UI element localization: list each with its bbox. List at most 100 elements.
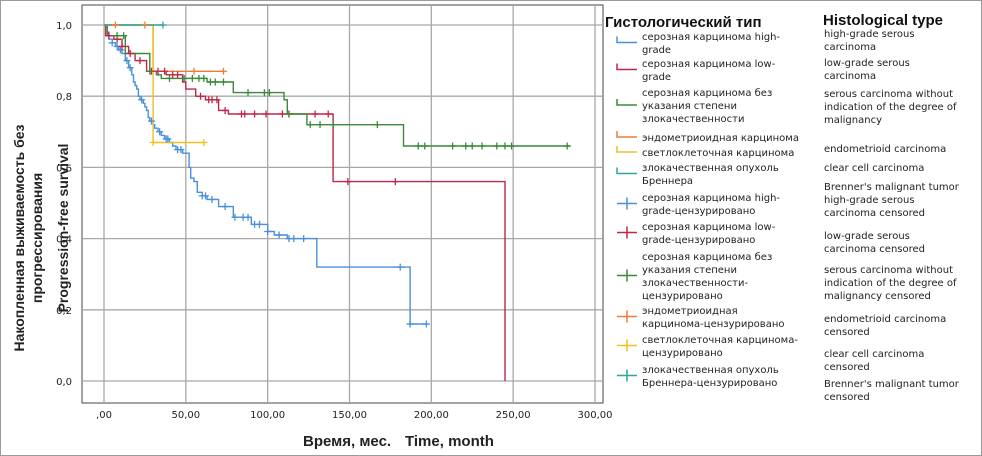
legend-label-en: low-grade serous	[824, 58, 910, 69]
legend-item-11: злокачественная опухоль Бреннера-цензурир…	[617, 365, 960, 403]
legend-label-ru: светлоклеточная карцинома	[642, 148, 794, 159]
x-tick-label: 50,00	[172, 410, 201, 421]
censor-mark-0	[422, 320, 430, 328]
legend-label-ru: эндометриоидная карцинома	[642, 133, 799, 144]
censor-mark-2	[501, 142, 509, 150]
censor-mark-2	[462, 142, 470, 150]
censor-mark-0	[201, 192, 209, 200]
legend-label-ru: grade-цензурировано	[642, 235, 755, 246]
censor-mark-0	[221, 203, 229, 211]
legend-item-9: эндометриоидная карцинома-цензурировано en…	[617, 306, 946, 338]
legend-label-ru: серозная карцинома без	[642, 252, 772, 263]
legend-item-6: серозная карцинома high-grade-цензуриров…	[617, 193, 925, 219]
legend-swatch-line	[616, 63, 637, 71]
tick-labels: ,00 50,00 100,00 150,00 200,00 250,00 300,00 0,…	[56, 21, 612, 421]
legend-label-ru: цензурировано	[642, 348, 723, 359]
legend-label-ru: grade-цензурировано	[642, 206, 755, 217]
legend-label-ru: grade	[642, 45, 671, 56]
censor-mark-1	[391, 178, 399, 186]
censor-mark-3	[219, 67, 227, 75]
censor-mark-0	[208, 195, 216, 203]
legend-title-en: Histological type	[823, 12, 943, 29]
plot-area	[81, 4, 604, 404]
legend-label-en: carcinoma	[824, 42, 876, 53]
legend-item-5: злокачественная опухоль Бреннера Brenner's…	[616, 163, 960, 193]
y-tick-label: 0,4	[56, 235, 72, 246]
censor-mark-0	[177, 146, 185, 154]
y-tick-label: 1,0	[56, 21, 72, 32]
legend-label-ru: цензурировано	[642, 291, 723, 302]
censor-mark-0	[300, 235, 308, 243]
legend-title-ru: Гистологический тип	[605, 14, 762, 31]
legend-label-ru: серозная карцинома без	[642, 88, 772, 99]
y-axis-title-en: Progression-free survival	[55, 144, 71, 313]
censor-mark-4	[149, 138, 157, 146]
censor-mark-1	[105, 32, 113, 40]
series-line-2	[104, 24, 571, 147]
legend-item-10: светлоклеточная карцинома-цензурировано c…	[617, 335, 924, 373]
legend-label-en: serous carcinoma without	[824, 89, 953, 100]
censor-mark-1	[213, 96, 221, 104]
legend-label-en: censored	[824, 392, 870, 403]
censor-mark-0	[255, 220, 263, 228]
legend-label-ru: grade	[642, 72, 671, 83]
censor-mark-3	[190, 67, 198, 75]
censor-mark-2	[188, 74, 196, 82]
legend-label-ru: светлоклеточная карцинома-	[642, 335, 798, 346]
legend-swatch-line	[616, 131, 637, 138]
censor-mark-1	[154, 67, 162, 75]
legend-label-en: endometrioid carcinoma	[824, 144, 946, 155]
legend-label-ru: эндометриоидная	[642, 306, 738, 317]
legend-label-en: carcinoma	[824, 71, 876, 82]
censor-mark-0	[164, 135, 172, 143]
legend-label-en: carcinoma censored	[824, 208, 925, 219]
censor-mark-2	[120, 32, 128, 40]
x-tick-label: 300,00	[578, 410, 613, 421]
censor-mark-0	[138, 96, 146, 104]
legend: Гистологический тип Histological type се…	[605, 12, 960, 403]
legend-swatch-line	[616, 146, 637, 153]
y-tick-label: 0,8	[56, 92, 72, 103]
censor-mark-2	[200, 74, 208, 82]
legend-label-ru: серозная карцинома low-	[642, 222, 776, 233]
legend-swatch-censor	[617, 226, 637, 239]
censor-mark-0	[116, 46, 124, 54]
censor-mark-1	[311, 110, 319, 118]
legend-label-ru: злокачественности	[642, 114, 744, 125]
censor-mark-2	[468, 142, 476, 150]
censor-mark-2	[421, 142, 429, 150]
censor-mark-2	[265, 89, 273, 97]
censor-mark-2	[449, 142, 457, 150]
legend-label-ru: злокачественности-	[642, 278, 748, 289]
x-axis-title: Время, мес. Time, month	[303, 433, 494, 450]
censor-mark-3	[111, 21, 119, 29]
censor-mark-0	[147, 117, 155, 125]
legend-swatch-line	[616, 36, 637, 44]
legend-label-ru: серозная карцинома high-	[642, 32, 780, 43]
legend-label-ru: серозная карцинома low-	[642, 59, 776, 70]
x-tick-label: 150,00	[332, 410, 367, 421]
censor-mark-2	[306, 121, 314, 129]
censor-mark-1	[174, 71, 182, 79]
legend-item-8: серозная карцинома без указания степени зл…	[617, 252, 957, 302]
censor-mark-1	[324, 110, 332, 118]
legend-item-0: серозная карцинома high-grade high-grade …	[616, 29, 915, 56]
legend-label-en: indication of the degree of	[824, 278, 957, 289]
legend-label-ru: злокачественная опухоль	[642, 365, 779, 376]
censor-mark-0	[290, 235, 298, 243]
censor-mark-1	[278, 110, 286, 118]
censor-mark-2	[113, 32, 121, 40]
censor-mark-1	[161, 67, 169, 75]
censor-mark-0	[231, 213, 239, 221]
censor-mark-2	[285, 110, 293, 118]
legend-item-7: серозная карцинома low-grade-цензурирова…	[617, 222, 925, 255]
legend-swatch-censor	[617, 310, 637, 323]
y-axis-title-ru-line2: прогрессирования	[29, 173, 45, 303]
censor-mark-2	[373, 121, 381, 129]
legend-label-en: clear cell carcinoma	[824, 163, 924, 174]
x-tick-label: ,00	[96, 410, 112, 421]
legend-label-en: serous carcinoma without	[824, 265, 953, 276]
x-axis-title-ru: Время, мес.	[303, 433, 391, 450]
legend-label-en: malignancy	[824, 115, 882, 126]
